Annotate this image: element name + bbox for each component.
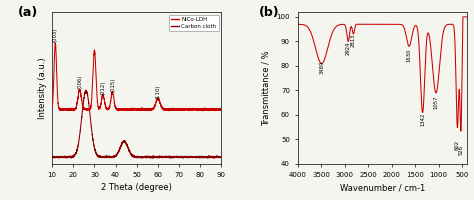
Text: (003): (003) — [53, 27, 58, 42]
Text: 1630: 1630 — [407, 49, 411, 62]
Text: (015): (015) — [110, 78, 116, 92]
Text: (012): (012) — [101, 81, 106, 95]
Text: 1057: 1057 — [434, 95, 438, 109]
Text: 1342: 1342 — [420, 113, 425, 126]
Text: 3489: 3489 — [319, 61, 324, 74]
Text: 526: 526 — [458, 144, 464, 155]
Text: (110): (110) — [155, 84, 160, 99]
X-axis label: 2 Theta (degree): 2 Theta (degree) — [101, 183, 172, 192]
X-axis label: Wavenumber / cm-1: Wavenumber / cm-1 — [340, 183, 425, 192]
Text: (a): (a) — [18, 6, 38, 19]
Legend: NiCo-LDH, Carbon cloth: NiCo-LDH, Carbon cloth — [169, 15, 219, 31]
Text: (006): (006) — [77, 75, 82, 89]
Text: 2924: 2924 — [346, 41, 351, 55]
Text: 602: 602 — [455, 139, 460, 150]
Text: 2813: 2813 — [351, 34, 356, 47]
Text: (b): (b) — [259, 6, 279, 19]
Y-axis label: Intensity (a.u.): Intensity (a.u.) — [37, 57, 46, 119]
Y-axis label: Transmittance / %: Transmittance / % — [262, 50, 271, 126]
